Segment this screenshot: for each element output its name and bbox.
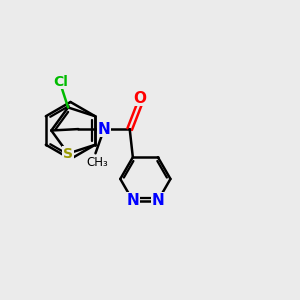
Text: N: N — [127, 193, 139, 208]
Text: CH₃: CH₃ — [86, 156, 108, 169]
Text: O: O — [133, 91, 146, 106]
Text: N: N — [152, 193, 164, 208]
Text: Cl: Cl — [53, 75, 68, 89]
Text: N: N — [98, 122, 110, 136]
Text: S: S — [63, 147, 73, 160]
